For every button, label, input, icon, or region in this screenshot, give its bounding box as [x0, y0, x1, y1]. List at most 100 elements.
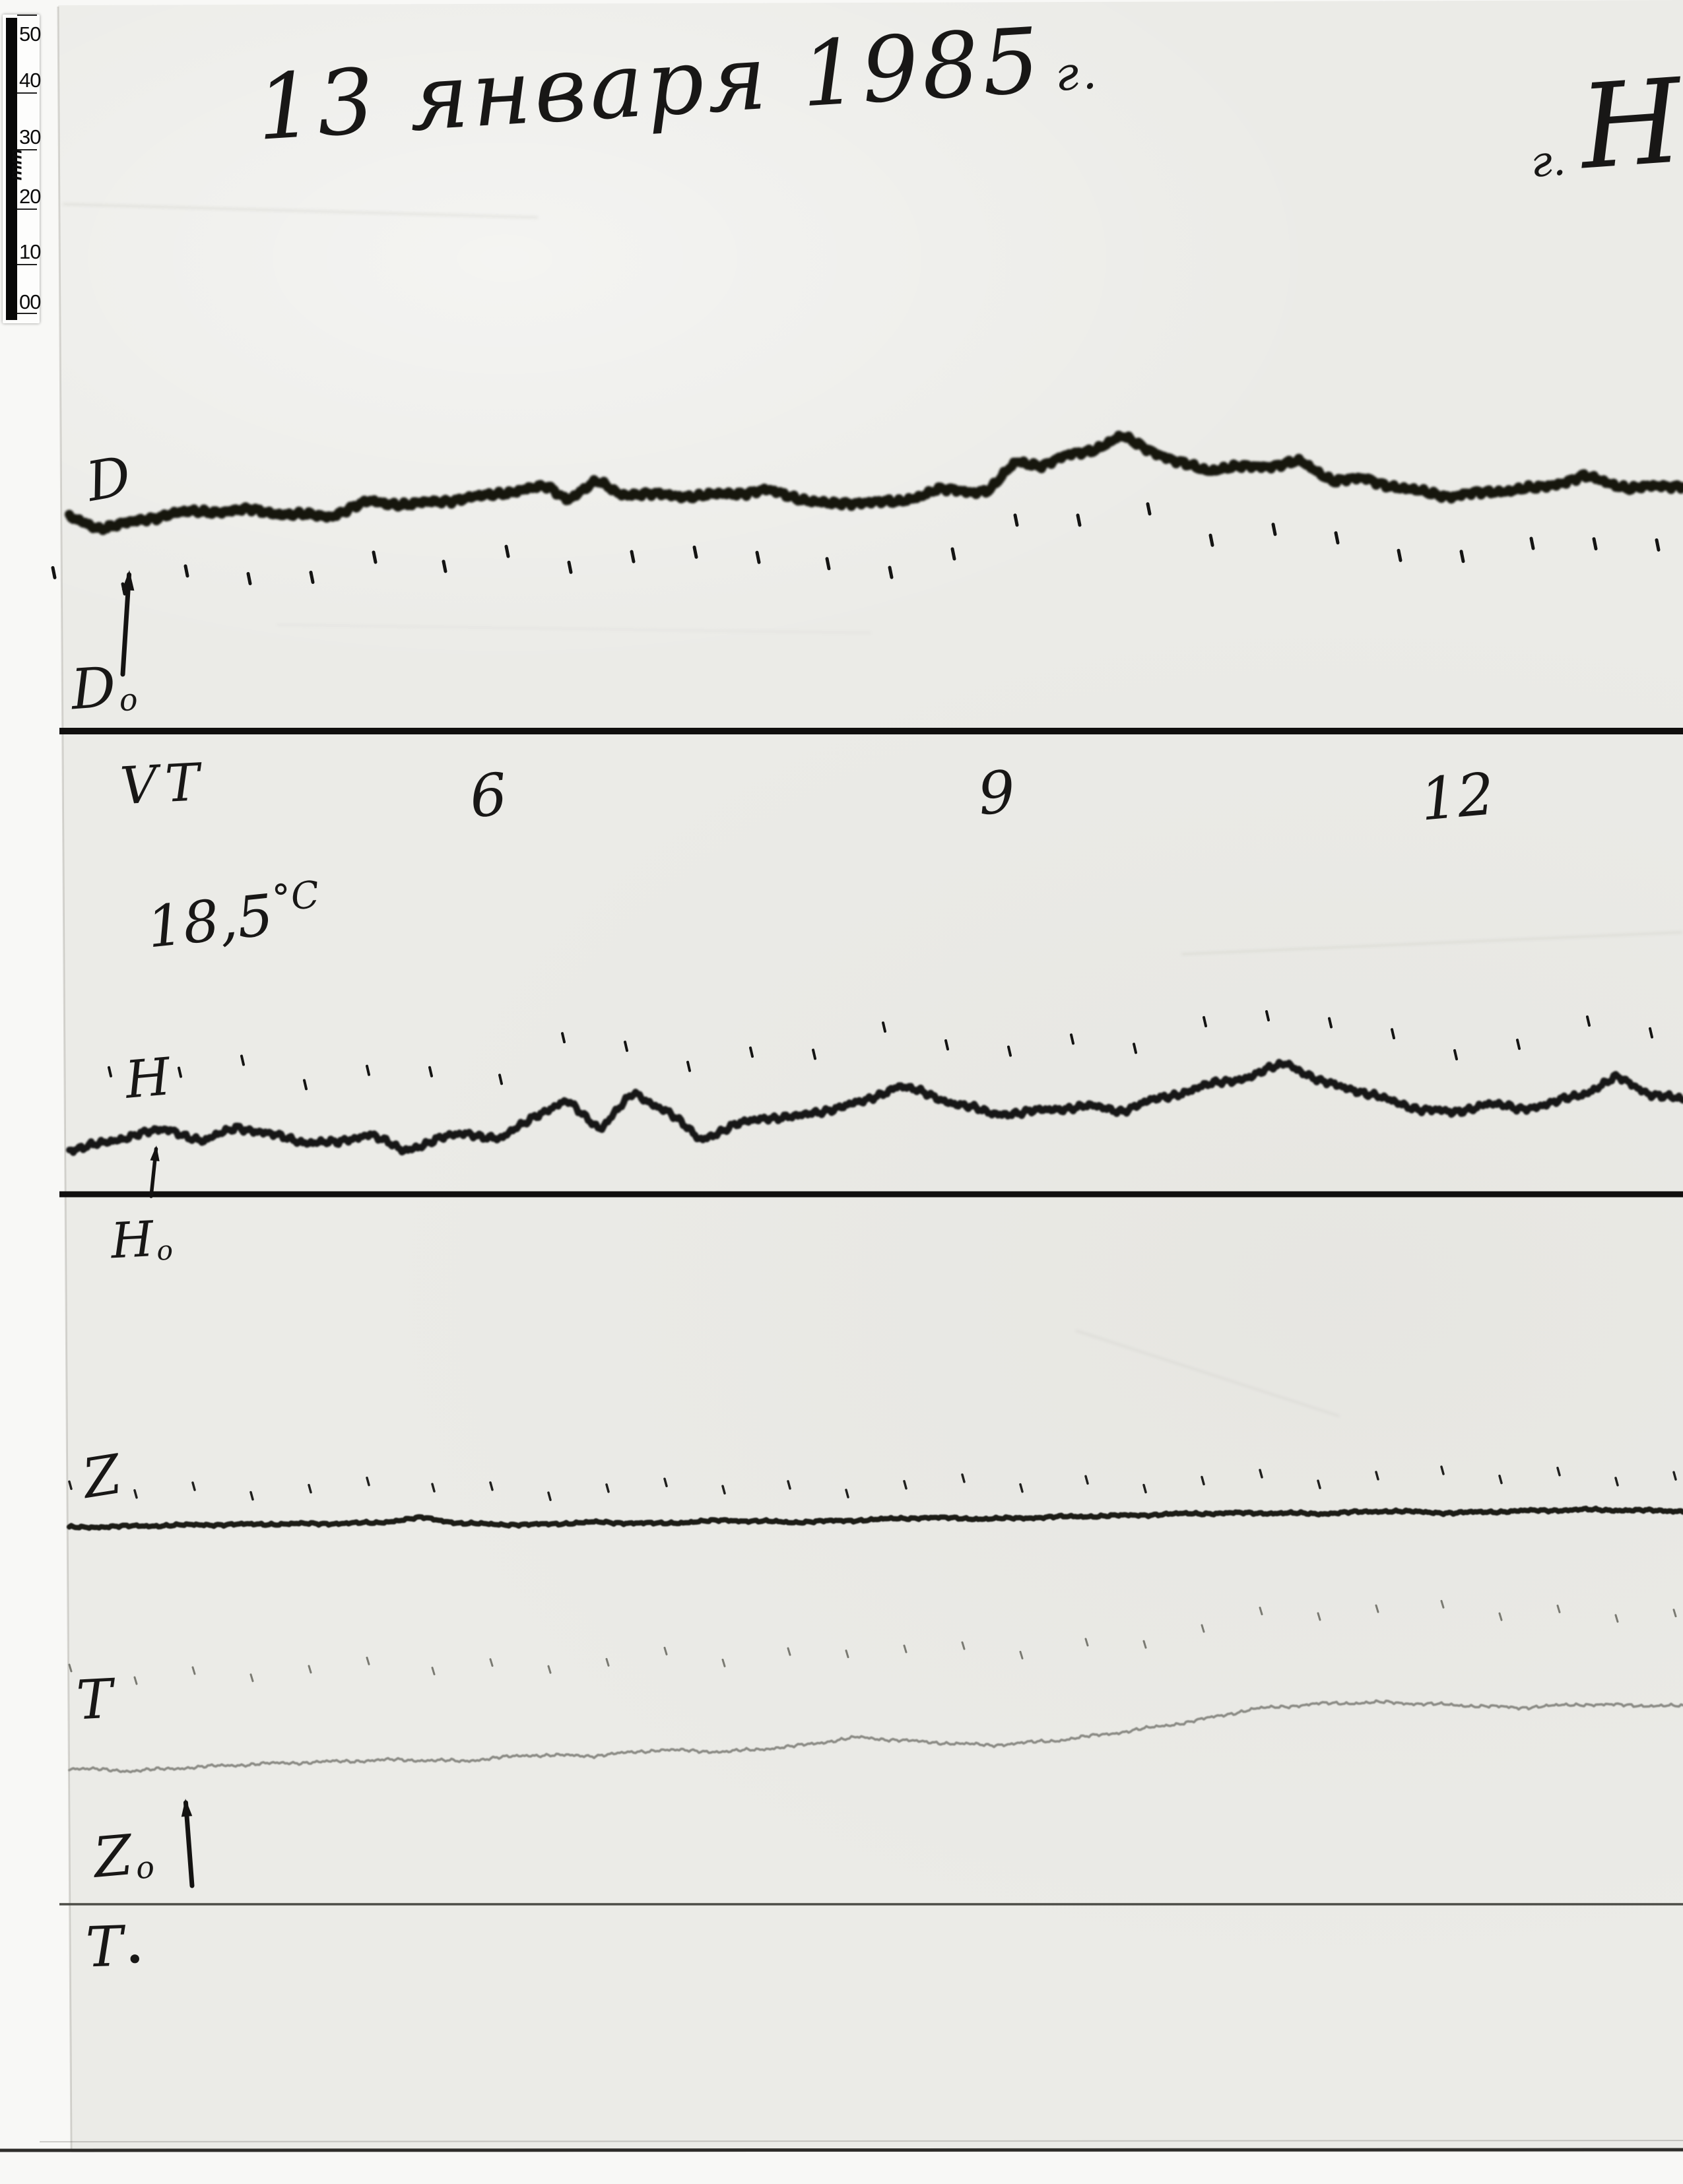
hour-tick	[1453, 1049, 1458, 1061]
baseline-d-main: D	[69, 654, 118, 723]
ruler-tick	[17, 149, 37, 150]
hour-tick	[1271, 523, 1277, 536]
hour-tick	[1556, 1466, 1561, 1477]
hour-tick	[1516, 1039, 1521, 1050]
hour-tick	[51, 565, 57, 579]
hour-tick	[1203, 1015, 1207, 1027]
hour-tick	[489, 1481, 494, 1491]
hour-tick	[246, 571, 252, 585]
paper-bottom-shadow	[39, 2140, 1683, 2142]
trace-d	[65, 430, 1683, 535]
temperature-value: 18,5	[143, 882, 277, 961]
hour-tick	[372, 550, 378, 564]
hour-tick	[1146, 502, 1152, 516]
hour-tick	[561, 1032, 566, 1044]
hour-tick	[1334, 531, 1340, 545]
hour-tick	[1614, 1614, 1619, 1623]
baseline-arrows	[120, 570, 195, 1888]
trace-t	[68, 1699, 1683, 1774]
hour-tick	[950, 547, 956, 561]
hour-tick	[1556, 1604, 1561, 1613]
hour-tick	[133, 1676, 138, 1685]
hour-tick	[1391, 1028, 1395, 1040]
hour-tick	[825, 557, 831, 571]
hour-tick	[1019, 1650, 1024, 1659]
trace-label-d: D	[82, 445, 136, 514]
hour-label-6: 6	[467, 759, 510, 831]
hour-tick	[663, 1646, 668, 1655]
ruler-label-40: 40	[19, 69, 41, 92]
hour-tick	[498, 1074, 503, 1085]
station-name: г.Н	[1525, 53, 1683, 195]
hour-tick	[1007, 1045, 1012, 1057]
hour-tick	[1498, 1612, 1503, 1621]
hour-tick	[191, 1666, 196, 1675]
hour-tick-marks	[51, 502, 1677, 1685]
hour-tick	[1459, 550, 1465, 563]
hour-tick	[1440, 1465, 1445, 1475]
hour-label-9: 9	[975, 757, 1018, 829]
hour-tick	[308, 1665, 312, 1674]
baseline-label-zo: Zo	[91, 1822, 156, 1890]
hour-tick	[366, 1656, 370, 1665]
hour-tick	[1259, 1607, 1263, 1616]
hour-tick	[1498, 1474, 1503, 1485]
hour-tick	[1201, 1475, 1205, 1486]
hour-tick	[1440, 1599, 1445, 1609]
hour-tick	[547, 1665, 552, 1674]
trace-z	[67, 1505, 1683, 1531]
station-prefix: г.	[1529, 136, 1568, 187]
hour-tick	[1672, 1471, 1677, 1481]
trace-curves	[65, 430, 1683, 1774]
hour-tick	[721, 1658, 726, 1667]
hour-tick	[1201, 1624, 1205, 1633]
hour-tick	[428, 1066, 433, 1077]
baseline-label-do: Do	[69, 654, 139, 723]
arrow-shaft	[183, 1800, 195, 1888]
hour-tick	[178, 1066, 182, 1078]
hour-tick	[1586, 1015, 1591, 1027]
hour-tick	[1317, 1479, 1321, 1489]
ruler-label-20: 20	[19, 185, 41, 208]
hour-tick	[605, 1483, 610, 1493]
temperature-unit: °C	[270, 873, 321, 921]
baseline-arrow	[181, 1799, 195, 1888]
hour-tick	[1142, 1483, 1147, 1494]
hour-tick	[1084, 1475, 1089, 1485]
ruler-label-30: 30	[19, 125, 41, 148]
trace-label-h: H	[123, 1047, 173, 1110]
hour-tick	[431, 1483, 436, 1493]
baseline-h-sub: o	[156, 1234, 174, 1268]
hour-tick	[1076, 513, 1082, 527]
hour-tick	[183, 564, 189, 578]
ruler-black-bar	[6, 18, 17, 320]
hour-tick	[431, 1667, 436, 1675]
paper-left-edge	[57, 6, 73, 2152]
trace-label-t: T	[75, 1667, 115, 1733]
hour-tick	[1375, 1471, 1379, 1481]
baseline-arrow	[120, 570, 135, 677]
hour-tick	[1259, 1469, 1263, 1479]
hour-tick	[1070, 1033, 1074, 1045]
hour-tick	[303, 1079, 308, 1091]
baseline-arrow	[149, 1145, 160, 1198]
hour-tick	[882, 1021, 886, 1033]
ruler-label-50: 50	[19, 22, 41, 46]
hour-tick	[442, 560, 447, 573]
hour-tick	[366, 1476, 370, 1487]
hour-tick	[504, 544, 510, 558]
hour-tick	[605, 1657, 610, 1667]
hour-tick	[1672, 1609, 1677, 1618]
hour-tick	[489, 1658, 494, 1667]
hour-tick	[787, 1647, 791, 1656]
hour-tick	[1208, 533, 1214, 547]
arrow-shaft	[120, 572, 132, 677]
hour-tick	[366, 1064, 370, 1076]
hour-tick	[567, 560, 573, 574]
hour-tick	[1375, 1604, 1379, 1613]
hour-tick	[249, 1673, 254, 1683]
hour-tick	[903, 1644, 908, 1654]
hour-tick	[630, 550, 636, 563]
